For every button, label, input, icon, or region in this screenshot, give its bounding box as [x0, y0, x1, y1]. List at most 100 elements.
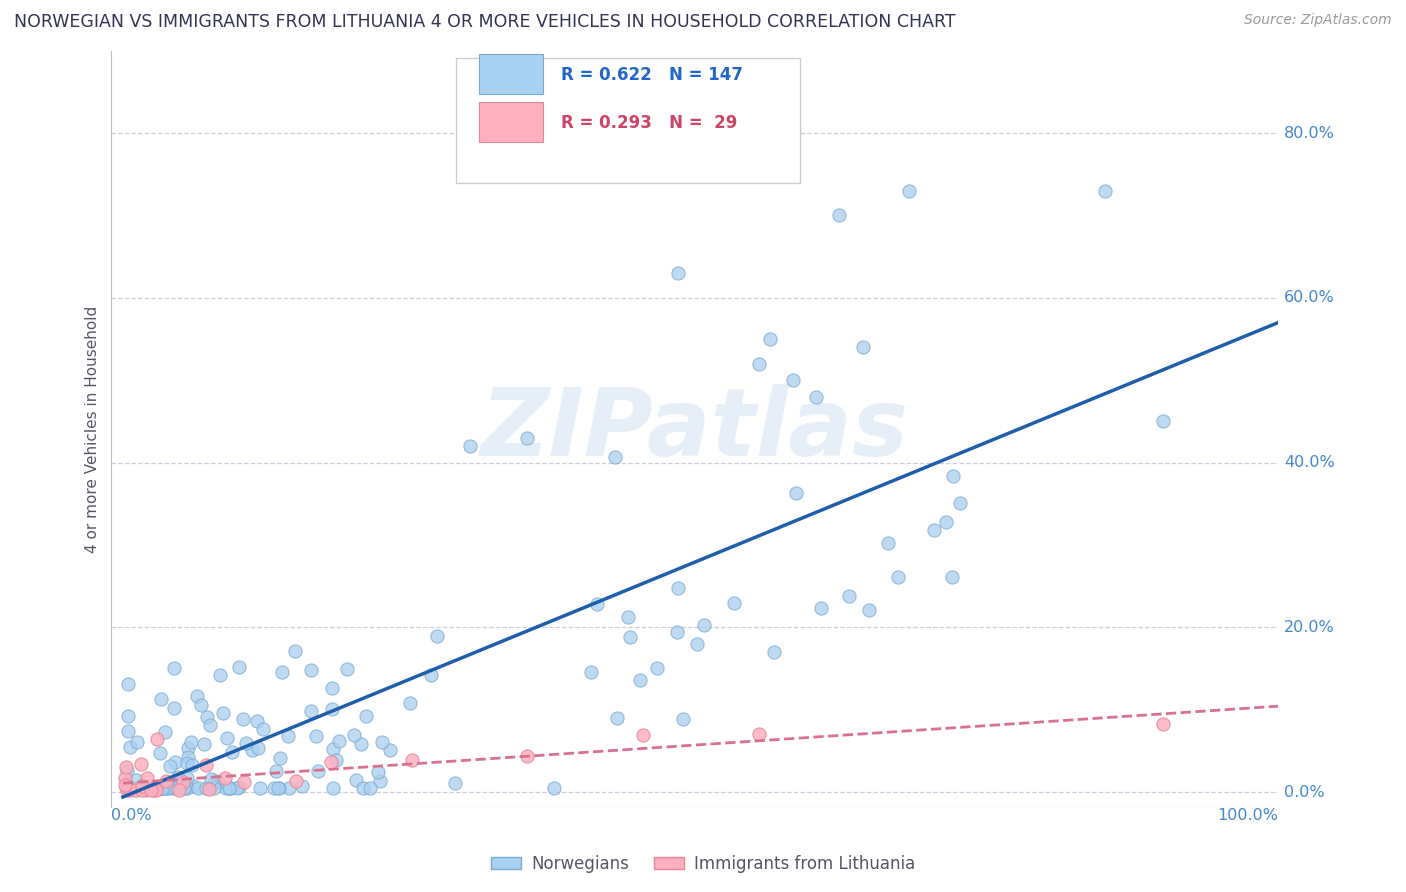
Point: [672, 712, 695, 726]
Point: [149, 691, 172, 706]
Point: [115, 783, 138, 797]
Point: [252, 722, 274, 736]
Text: 60.0%: 60.0%: [1284, 290, 1336, 305]
Y-axis label: 4 or more Vehicles in Household: 4 or more Vehicles in Household: [86, 306, 100, 553]
Bar: [479, 103, 543, 142]
Point: [115, 760, 138, 774]
Point: [190, 698, 212, 713]
Point: [810, 601, 832, 615]
Point: [619, 630, 641, 644]
Point: [949, 496, 972, 510]
Point: [177, 750, 200, 764]
Point: [785, 485, 807, 500]
Point: [354, 709, 377, 723]
Point: [142, 783, 165, 797]
Point: [149, 780, 172, 795]
Point: [232, 775, 254, 789]
Point: [686, 638, 709, 652]
Point: [125, 734, 148, 748]
Text: 100.0%: 100.0%: [1218, 808, 1278, 823]
Point: [150, 780, 173, 795]
Point: [249, 780, 271, 795]
Point: [155, 774, 177, 789]
Point: [267, 780, 290, 795]
Point: [426, 629, 449, 643]
Point: [118, 783, 141, 797]
Point: [181, 758, 204, 772]
Point: [942, 469, 965, 483]
Point: [194, 780, 217, 795]
Point: [747, 727, 769, 741]
Point: [219, 780, 242, 795]
Point: [142, 780, 165, 795]
Point: [176, 780, 198, 795]
Point: [177, 740, 200, 755]
Text: R = 0.293   N =  29: R = 0.293 N = 29: [561, 113, 737, 132]
Point: [117, 677, 139, 691]
Point: [194, 757, 217, 772]
Point: [267, 780, 290, 795]
Point: [180, 735, 202, 749]
Point: [747, 357, 769, 371]
Point: [226, 780, 249, 795]
Point: [246, 714, 269, 728]
Point: [125, 773, 148, 788]
Point: [193, 737, 215, 751]
Point: [606, 711, 628, 725]
Point: [169, 783, 191, 797]
Point: [336, 662, 359, 676]
Point: [858, 603, 880, 617]
Point: [215, 780, 238, 795]
Point: [359, 780, 381, 795]
Point: [218, 780, 240, 795]
Point: [195, 780, 218, 795]
Point: [922, 523, 945, 537]
Point: [132, 780, 155, 795]
Point: [163, 701, 186, 715]
Point: [214, 771, 236, 785]
Text: 20.0%: 20.0%: [1284, 620, 1336, 635]
Point: [1152, 414, 1174, 428]
Point: [115, 780, 138, 795]
Point: [163, 780, 186, 795]
Point: [215, 731, 238, 745]
Point: [887, 570, 910, 584]
Point: [543, 780, 565, 795]
Point: [131, 783, 153, 797]
Point: [581, 665, 603, 679]
Point: [299, 704, 322, 718]
Point: [516, 431, 538, 445]
Point: [343, 728, 366, 742]
Point: [165, 780, 187, 795]
Point: [723, 596, 745, 610]
Point: [211, 706, 233, 720]
Point: [665, 625, 688, 640]
Point: [1094, 184, 1116, 198]
Point: [305, 729, 328, 743]
Point: [166, 770, 188, 784]
Point: [127, 780, 149, 795]
Point: [153, 725, 176, 739]
Point: [322, 780, 344, 795]
Point: [350, 737, 373, 751]
Point: [322, 741, 344, 756]
Point: [828, 209, 851, 223]
Point: [195, 710, 218, 724]
Point: [146, 731, 169, 746]
Point: [370, 773, 392, 788]
Point: [344, 773, 367, 788]
Point: [228, 660, 250, 674]
Text: 80.0%: 80.0%: [1284, 126, 1336, 141]
Point: [134, 780, 156, 795]
Point: [174, 779, 197, 793]
Point: [204, 774, 226, 789]
Point: [198, 718, 221, 732]
Point: [277, 729, 299, 743]
Point: [367, 765, 389, 780]
Point: [117, 723, 139, 738]
Point: [145, 783, 167, 797]
Point: [321, 681, 343, 695]
Text: NORWEGIAN VS IMMIGRANTS FROM LITHUANIA 4 OR MORE VEHICLES IN HOUSEHOLD CORRELATI: NORWEGIAN VS IMMIGRANTS FROM LITHUANIA 4…: [14, 13, 956, 31]
Text: Source: ZipAtlas.com: Source: ZipAtlas.com: [1244, 13, 1392, 28]
Text: 40.0%: 40.0%: [1284, 455, 1336, 470]
